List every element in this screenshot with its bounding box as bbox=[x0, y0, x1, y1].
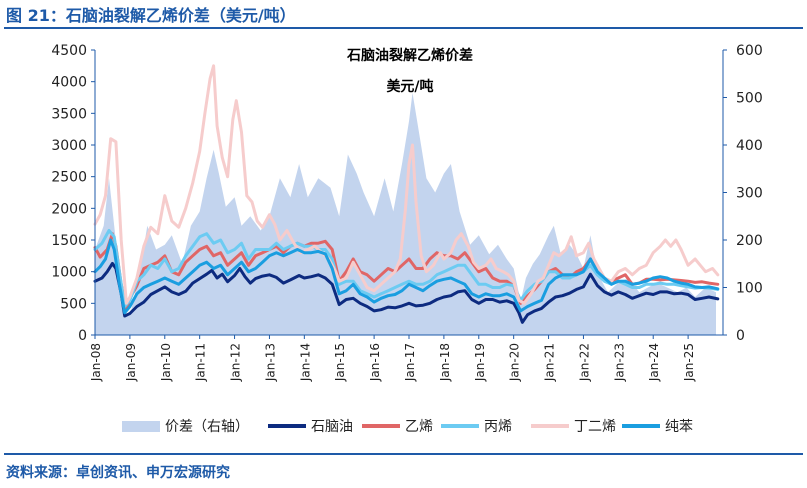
x-tick-label: Jan-19 bbox=[473, 343, 487, 382]
x-tick-label: Jan-25 bbox=[682, 343, 696, 382]
y-left-tick-label: 0 bbox=[78, 328, 87, 344]
x-tick-label: Jan-08 bbox=[89, 343, 103, 382]
x-tick-label: Jan-23 bbox=[612, 343, 626, 382]
x-tick-label: Jan-21 bbox=[543, 343, 557, 382]
y-left-tick-label: 4500 bbox=[51, 43, 87, 59]
y-left-tick-label: 1500 bbox=[51, 233, 87, 249]
y-right-tick-label: 300 bbox=[736, 186, 763, 202]
y-right-tick-label: 500 bbox=[736, 91, 763, 107]
x-tick-label: Jan-17 bbox=[403, 343, 417, 382]
legend: 价差（右轴） 石脑油 乙烯 丙烯 丁二烯 纯苯 bbox=[122, 418, 693, 435]
x-tick-label: Jan-15 bbox=[333, 343, 347, 382]
y-right-tick-label: 100 bbox=[736, 281, 763, 297]
title-rule bbox=[4, 27, 803, 29]
axis-layer: 0 500 1000 1500 2000 2500 3000 3500 4000 4500 0 100… bbox=[51, 43, 762, 382]
y-right-tick-label: 200 bbox=[736, 233, 763, 249]
x-tick-label: Jan-16 bbox=[368, 343, 382, 382]
x-tick-label: Jan-18 bbox=[438, 343, 452, 382]
legend-swatch bbox=[122, 421, 160, 432]
line-layer bbox=[93, 64, 720, 324]
series-line-1 bbox=[93, 261, 720, 324]
y-left-tick-label: 2500 bbox=[51, 170, 87, 186]
y-left-tick-label: 3000 bbox=[51, 138, 87, 154]
y-right-tick-label: 600 bbox=[736, 43, 763, 59]
y-left-tick-label: 1000 bbox=[51, 265, 87, 281]
y-left-tick-label: 4000 bbox=[51, 75, 87, 91]
y-left-tick-label: 500 bbox=[60, 296, 87, 312]
legend-label: 纯苯 bbox=[665, 418, 693, 435]
legend-label: 丙烯 bbox=[484, 419, 512, 435]
chart-title: 石脑油裂解乙烯价差 bbox=[346, 47, 473, 64]
legend-label: 乙烯 bbox=[405, 419, 433, 435]
x-tick-label: Jan-12 bbox=[229, 343, 243, 382]
legend-item: 价差（右轴） bbox=[122, 419, 249, 435]
x-tick-label: Jan-22 bbox=[577, 343, 591, 382]
legend-item: 乙烯 bbox=[362, 419, 433, 435]
legend-label: 价差（右轴） bbox=[165, 419, 249, 435]
y-right-tick-label: 400 bbox=[736, 138, 763, 154]
x-tick-label: Jan-20 bbox=[508, 343, 522, 382]
legend-item: 丁二烯 bbox=[531, 419, 616, 435]
source-rule bbox=[4, 453, 803, 455]
legend-item: 丙烯 bbox=[441, 419, 512, 435]
figure-title: 图 21：石脑油裂解乙烯价差（美元/吨） bbox=[6, 6, 296, 25]
legend-item: 纯苯 bbox=[622, 418, 693, 435]
x-tick-label: Jan-09 bbox=[124, 343, 138, 382]
y-right-tick-label: 0 bbox=[736, 328, 745, 344]
chart-subtitle: 美元/吨 bbox=[386, 78, 433, 95]
legend-label: 丁二烯 bbox=[574, 419, 616, 435]
x-tick-label: Jan-24 bbox=[647, 343, 661, 382]
x-tick-label: Jan-13 bbox=[263, 343, 277, 382]
x-tick-label: Jan-11 bbox=[194, 343, 208, 382]
x-tick-label: Jan-14 bbox=[298, 343, 312, 382]
y-left-tick-label: 3500 bbox=[51, 106, 87, 122]
legend-label: 石脑油 bbox=[311, 419, 353, 435]
x-tick-label: Jan-10 bbox=[159, 343, 173, 382]
y-left-tick-label: 2000 bbox=[51, 201, 87, 217]
chart: 0 500 1000 1500 2000 2500 3000 3500 4000 4500 0 100… bbox=[51, 43, 762, 435]
legend-item: 石脑油 bbox=[268, 419, 353, 435]
series-line-5 bbox=[93, 238, 720, 315]
source-note: 资料来源：卓创资讯、申万宏源研究 bbox=[6, 465, 230, 481]
